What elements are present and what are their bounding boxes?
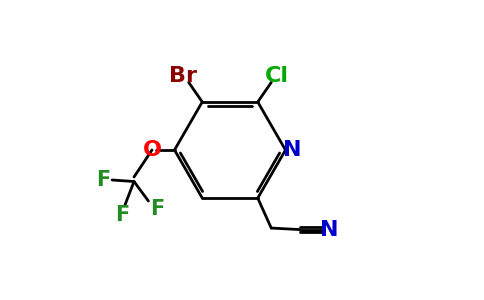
Text: Br: Br [169,66,197,86]
Text: O: O [142,140,162,160]
Text: Cl: Cl [265,66,288,86]
Text: F: F [150,199,165,219]
Text: N: N [320,220,339,240]
Text: N: N [283,140,302,160]
Text: F: F [96,170,110,190]
Text: F: F [116,205,130,225]
